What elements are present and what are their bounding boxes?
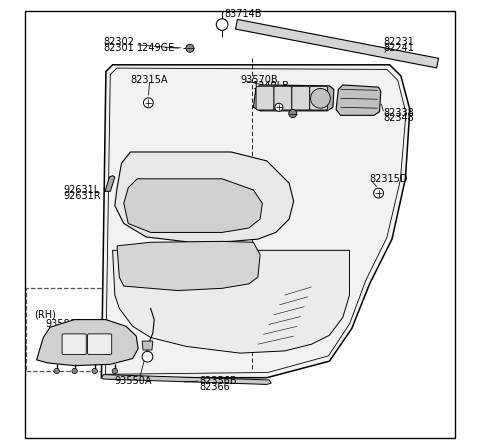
Text: 82338: 82338 (383, 108, 414, 118)
Text: 1249NB: 1249NB (267, 88, 306, 97)
Circle shape (186, 44, 194, 52)
Polygon shape (124, 179, 263, 232)
Polygon shape (142, 341, 153, 350)
FancyBboxPatch shape (310, 86, 328, 110)
Text: 83714B: 83714B (224, 9, 262, 19)
Text: (RH): (RH) (35, 310, 56, 320)
Circle shape (289, 110, 297, 118)
FancyBboxPatch shape (24, 11, 455, 438)
Circle shape (112, 368, 118, 374)
Text: 82231: 82231 (383, 37, 414, 47)
Polygon shape (115, 152, 294, 242)
Text: 82366: 82366 (200, 382, 230, 392)
Text: 82301: 82301 (104, 43, 134, 53)
Circle shape (275, 103, 283, 111)
Circle shape (144, 98, 153, 108)
FancyBboxPatch shape (87, 334, 112, 354)
FancyBboxPatch shape (26, 288, 148, 371)
Text: 92631L: 92631L (63, 185, 100, 195)
Circle shape (373, 188, 384, 198)
Text: 82302: 82302 (104, 37, 134, 47)
Text: 82315A: 82315A (131, 75, 168, 84)
Text: 1249GE: 1249GE (137, 43, 176, 53)
FancyBboxPatch shape (292, 86, 310, 110)
Circle shape (142, 351, 153, 362)
Text: 93580A: 93580A (46, 319, 83, 329)
Polygon shape (236, 19, 439, 68)
Text: 1249LB: 1249LB (253, 81, 290, 91)
Circle shape (216, 19, 228, 30)
Circle shape (92, 368, 97, 374)
Circle shape (311, 89, 330, 108)
Text: 82356B: 82356B (200, 376, 238, 386)
Polygon shape (113, 250, 349, 353)
Polygon shape (253, 85, 334, 111)
Text: 93570B: 93570B (240, 75, 277, 84)
Text: 82348: 82348 (383, 114, 414, 123)
Polygon shape (101, 65, 410, 378)
FancyBboxPatch shape (274, 86, 292, 110)
Polygon shape (336, 85, 381, 115)
Text: 82315D: 82315D (370, 174, 408, 184)
Circle shape (54, 368, 60, 374)
FancyBboxPatch shape (62, 334, 86, 354)
Text: 93550A: 93550A (115, 376, 152, 386)
Polygon shape (101, 375, 271, 384)
Circle shape (72, 368, 77, 374)
Polygon shape (117, 241, 260, 291)
Polygon shape (36, 320, 138, 366)
Polygon shape (105, 176, 115, 191)
Text: 82241: 82241 (383, 43, 414, 53)
Text: 92631R: 92631R (63, 191, 101, 201)
FancyBboxPatch shape (256, 86, 274, 110)
